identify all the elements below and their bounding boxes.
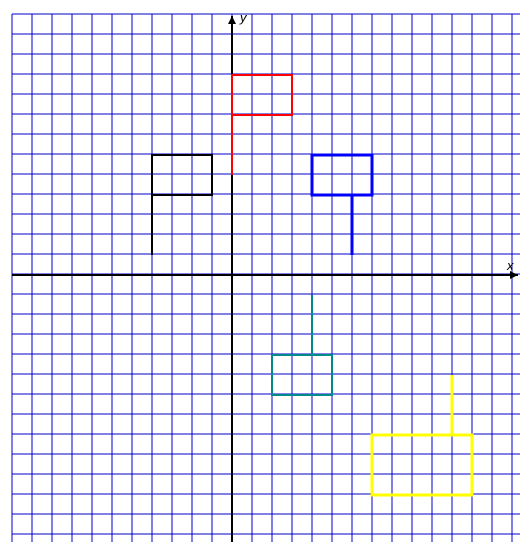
- x-axis-label: x: [506, 258, 514, 273]
- background: [0, 0, 531, 553]
- diagram-container: xy: [0, 0, 531, 553]
- coordinate-grid-svg: xy: [0, 0, 531, 553]
